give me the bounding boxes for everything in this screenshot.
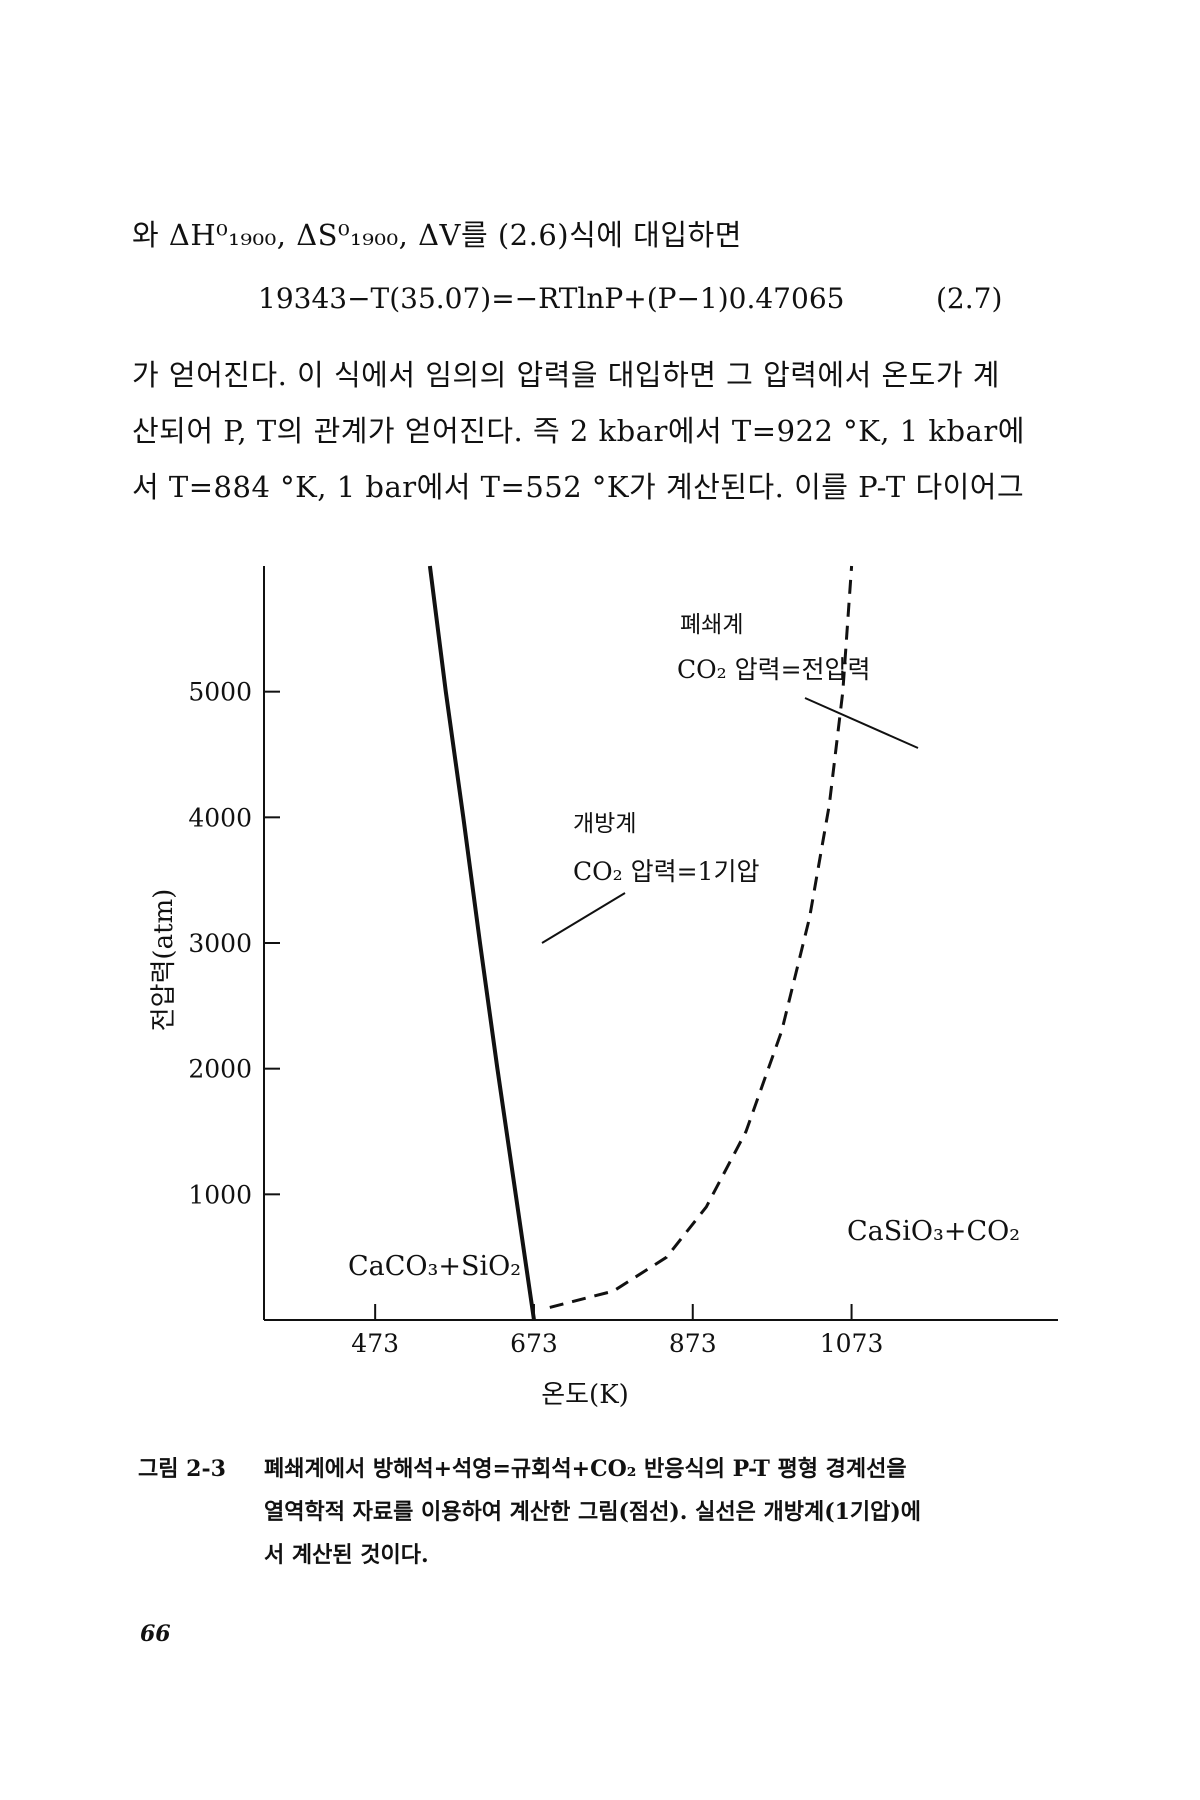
y-tick-label: 4000 bbox=[188, 803, 252, 832]
x-tick-label: 473 bbox=[351, 1329, 399, 1358]
x-axis-label: 온도(K) bbox=[541, 1380, 629, 1410]
series-layer bbox=[427, 565, 854, 1321]
closed-system-subtitle: CO₂ 압력=전압력 bbox=[677, 655, 871, 684]
y-tick-label: 2000 bbox=[188, 1055, 252, 1084]
figure-label: 그림 2-3 bbox=[138, 1456, 226, 1482]
annotation-layer: 폐쇄계 CO₂ 압력=전압력 개방계 CO₂ 압력=1기압 CaCO₃+SiO₂… bbox=[348, 612, 1020, 1282]
open-system-line bbox=[427, 565, 536, 1321]
closed-system-leader bbox=[804, 697, 919, 749]
caption-line-3: 서 계산된 것이다. bbox=[264, 1542, 429, 1568]
text-line-4: 서 T=884 °K, 1 bar에서 T=552 °K가 계산된다. 이를 P… bbox=[132, 470, 1025, 504]
open-system-subtitle: CO₂ 압력=1기압 bbox=[573, 857, 759, 886]
caption-line-1: 폐쇄계에서 방해석+석영=규회석+CO₂ 반응식의 P-T 평형 경계선을 bbox=[264, 1456, 907, 1482]
region-right-label: CaSiO₃+CO₂ bbox=[847, 1216, 1020, 1247]
x-tick-label: 1073 bbox=[820, 1329, 884, 1358]
region-left-label: CaCO₃+SiO₂ bbox=[348, 1251, 521, 1282]
page-number: 66 bbox=[140, 1621, 171, 1647]
x-tick-label: 673 bbox=[510, 1329, 558, 1358]
axes: 1000 2000 3000 4000 5000 473 673 873 1073 bbox=[188, 566, 1058, 1358]
text-line-1: 와 ΔH⁰₁₉₀₀, ΔS⁰₁₉₀₀, ΔV를 (2.6)식에 대입하면 bbox=[132, 218, 742, 252]
text-line-3: 산되어 P, T의 관계가 얻어진다. 즉 2 kbar에서 T=922 °K,… bbox=[132, 414, 1025, 448]
closed-system-title: 폐쇄계 bbox=[680, 612, 743, 638]
y-tick-label: 5000 bbox=[188, 678, 252, 707]
pt-diagram: 1000 2000 3000 4000 5000 473 673 873 1073 폐쇄계 CO… bbox=[149, 565, 1058, 1410]
x-tick-label: 873 bbox=[669, 1329, 717, 1358]
open-system-title: 개방계 bbox=[573, 811, 636, 837]
text-line-2: 가 얻어진다. 이 식에서 임의의 압력을 대입하면 그 압력에서 온도가 계 bbox=[132, 358, 1000, 392]
closed-system-line bbox=[549, 565, 854, 1309]
equation-number: (2.7) bbox=[936, 282, 1003, 315]
equation: 19343−T(35.07)=−RTlnP+(P−1)0.47065 bbox=[258, 282, 845, 315]
caption-line-2: 열역학적 자료를 이용하여 계산한 그림(점선). 실선은 개방계(1기압)에 bbox=[264, 1499, 922, 1525]
y-tick-label: 3000 bbox=[188, 929, 252, 958]
y-axis-label: 전압력(atm) bbox=[149, 889, 179, 1032]
y-tick-label: 1000 bbox=[188, 1180, 252, 1209]
open-system-leader bbox=[541, 892, 626, 944]
